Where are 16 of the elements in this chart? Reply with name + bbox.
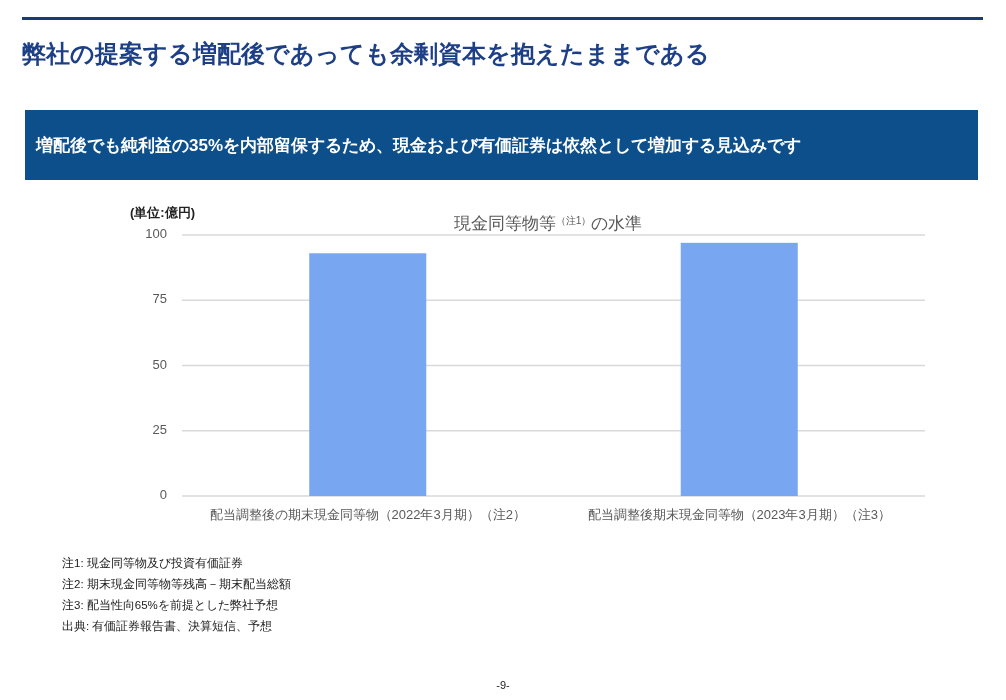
y-tick-label: 100	[145, 226, 167, 242]
y-tick-label: 50	[152, 356, 167, 372]
x-tick-label: 配当調整後期末現金同等物（2023年3月期）（注3）	[587, 507, 891, 522]
source-note: 出典: 有価証券報告書、決算短信、予想	[62, 620, 273, 632]
chart-title: 弊社の提案する増配後であっても余剰資本を抱えたままである	[22, 40, 710, 67]
y-tick-label: 25	[152, 422, 167, 438]
chart-subtitle: 増配後でも純利益の35%を内部留保するため、現金および有価証券は依然として増加する見込みです	[35, 135, 802, 155]
text: 注3: 配当性向65%を前提とした弊社予想	[62, 598, 278, 611]
text: 注1: 現金同等物及び投資有価証券	[62, 556, 243, 570]
x-tick-label: 配当調整後の期末現金同等物（2022年3月期）（注2）	[209, 507, 526, 522]
text: -9-	[496, 679, 511, 691]
text: 注2: 期末現金同等物等残高－期末配当総額	[62, 577, 291, 590]
y-tick-label: 0	[159, 487, 167, 503]
y-axis-title: (単位:億円)	[130, 205, 195, 220]
y-tick-label: 75	[152, 291, 167, 307]
text: 現金同等物等$^{（注1）}$の水準	[453, 214, 643, 233]
